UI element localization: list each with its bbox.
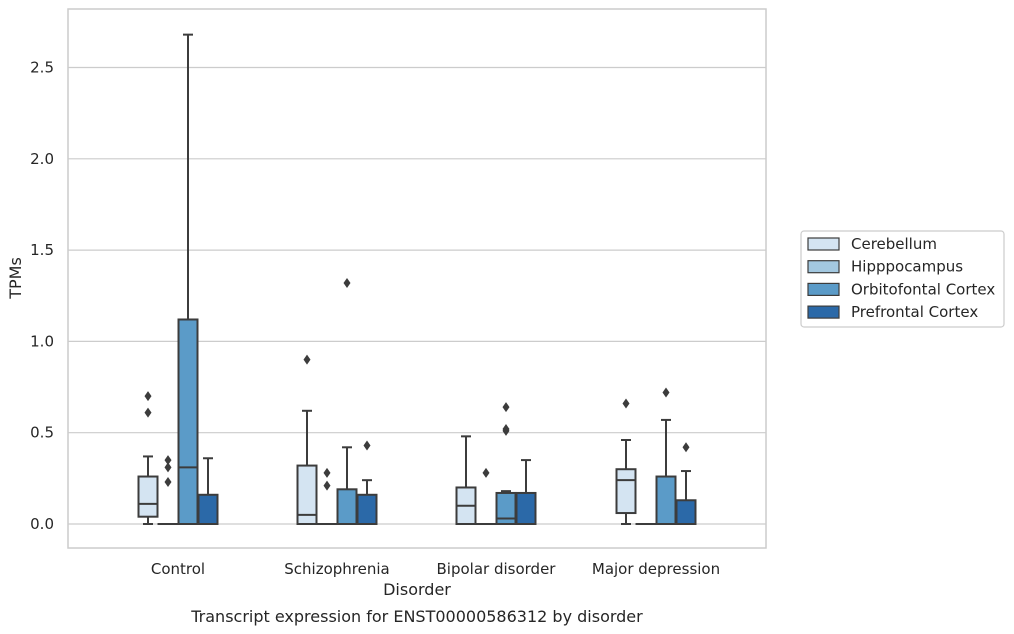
box-orbitofontal-cortex-schizophrenia	[336, 277, 358, 525]
box-body	[137, 475, 159, 518]
x-tick-label: Control	[151, 560, 205, 578]
outlier-point	[502, 402, 510, 413]
legend-swatch	[807, 305, 840, 319]
y-tick-label: 1.5	[30, 241, 54, 259]
box-prefrontal-cortex-schizophrenia	[356, 440, 378, 525]
plot-frame	[67, 8, 767, 549]
x-axis-label: Disorder	[383, 580, 451, 599]
y-tick-label: 2.0	[30, 150, 54, 168]
box-hipppocampus-bipolar-disorder	[475, 467, 497, 526]
box-prefrontal-cortex-control	[197, 457, 219, 525]
outlier-point	[303, 354, 311, 365]
box-body	[296, 464, 318, 525]
outlier-point	[622, 398, 630, 409]
legend-frame	[800, 230, 1005, 328]
box-orbitofontal-cortex-control	[177, 33, 199, 525]
box-prefrontal-cortex-major-depression	[675, 442, 697, 525]
outlier-point	[662, 387, 670, 398]
box-cerebellum-major-depression	[615, 398, 637, 525]
legend-swatch	[807, 282, 840, 296]
box-cerebellum-bipolar-disorder	[455, 435, 477, 526]
chart-caption: Transcript expression for ENST0000058631…	[190, 607, 643, 626]
outlier-point	[682, 442, 690, 453]
box-hipppocampus-control	[157, 455, 179, 526]
y-tick-label: 1.0	[30, 332, 54, 350]
box-body	[515, 491, 537, 526]
box-orbitofontal-cortex-bipolar-disorder	[495, 402, 517, 526]
y-tick-label: 0.5	[30, 424, 54, 442]
box-hipppocampus-schizophrenia	[316, 467, 338, 526]
box-cerebellum-schizophrenia	[296, 354, 318, 525]
y-axis-ticks: 0.0 0.5 1.0 1.5 2.0 2.5	[30, 59, 54, 534]
outlier-point	[164, 455, 172, 466]
legend-swatch	[807, 237, 840, 251]
x-axis-ticks: Control Schizophrenia Bipolar disorder Majo…	[151, 560, 720, 578]
outlier-point	[323, 467, 331, 478]
legend-label: Cerebellum	[851, 235, 937, 253]
legend-swatch	[807, 260, 840, 274]
outlier-point	[144, 407, 152, 418]
legend-label: Orbitofontal Cortex	[851, 280, 995, 298]
outlier-point	[482, 467, 490, 478]
box-body	[615, 468, 637, 515]
outlier-point	[144, 391, 152, 402]
box-body	[356, 493, 378, 525]
outlier-point	[323, 480, 331, 491]
y-tick-label: 0.0	[30, 515, 54, 533]
box-body	[197, 493, 219, 525]
box-prefrontal-cortex-bipolar-disorder	[515, 459, 537, 526]
x-tick-label: Schizophrenia	[284, 560, 389, 578]
outlier-point	[343, 277, 351, 288]
legend-label: Prefrontal Cortex	[851, 303, 978, 321]
legend-label: Hipppocampus	[851, 258, 963, 276]
outlier-point	[164, 477, 172, 488]
outlier-point	[164, 462, 172, 473]
outlier-point	[363, 440, 371, 451]
box-body	[675, 499, 697, 525]
legend: Cerebellum Hipppocampus Orbitofontal Corte…	[800, 230, 1005, 328]
outlier-point	[502, 424, 510, 435]
y-tick-label: 2.5	[30, 59, 54, 77]
y-axis-label: TPMs	[6, 257, 25, 300]
gridlines	[68, 66, 766, 525]
x-tick-label: Major depression	[592, 560, 720, 578]
box-orbitofontal-cortex-major-depression	[655, 387, 677, 525]
box-cerebellum-control	[137, 391, 159, 525]
box-body	[655, 475, 677, 525]
box-body	[177, 318, 199, 525]
boxes	[137, 33, 697, 526]
box-body	[336, 488, 358, 525]
x-tick-label: Bipolar disorder	[437, 560, 557, 578]
